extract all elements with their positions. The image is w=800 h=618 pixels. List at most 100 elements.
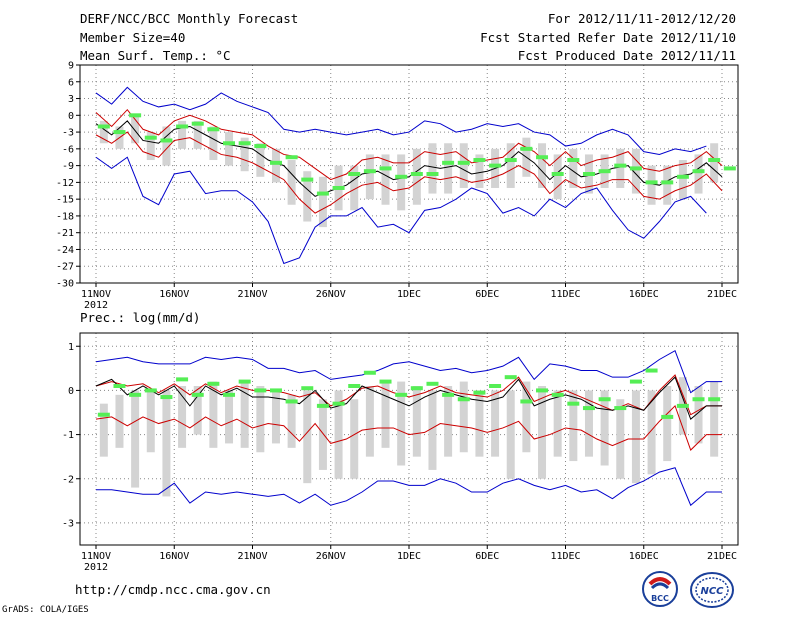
- temp-spread-box-38: [694, 154, 703, 194]
- prec-spread-box-14: [318, 399, 327, 470]
- temp-xtick-label-5: 6DEC: [475, 289, 499, 300]
- prec-spread-box-18: [381, 381, 390, 448]
- temp-median-mark-8: [223, 141, 236, 146]
- prec-ytick-label-0: 1: [68, 342, 74, 353]
- temp-median-mark-19: [395, 174, 408, 179]
- prec-line-max: [95, 349, 722, 394]
- temp-median-mark-9: [238, 141, 251, 146]
- prec-spread-box-31: [584, 390, 593, 457]
- prec-median-mark-23: [457, 397, 470, 402]
- ncc-logo: NCC: [688, 570, 736, 614]
- temp-spread-box-16: [350, 165, 359, 211]
- member-size: Member Size=40: [80, 30, 186, 45]
- temp-spread-box-18: [381, 154, 390, 205]
- prec-median-mark-31: [582, 406, 595, 411]
- prec-spread-box-29: [553, 390, 562, 457]
- prec-line-meanminus-sigma: [95, 404, 722, 451]
- prec-spread-box-3: [146, 390, 155, 453]
- temp-spread-box-4: [162, 126, 171, 166]
- temp-spread-box-28: [538, 143, 547, 188]
- temp-spread-box-3: [146, 132, 155, 161]
- temp-spread-box-10: [256, 143, 265, 177]
- temp-xtick-label-7: 16DEC: [629, 289, 659, 300]
- prec-median-mark-25: [489, 384, 502, 388]
- temp-median-mark-34: [629, 166, 642, 171]
- temp-ytick-label-10: -21: [56, 228, 74, 239]
- temp-median-mark-39: [708, 158, 721, 163]
- prec-median-mark-37: [676, 403, 689, 408]
- temp-line-max: [95, 86, 707, 155]
- temp-spread-box-34: [631, 148, 640, 194]
- prec-spread-box-28: [538, 386, 547, 479]
- temp-median-mark-16: [348, 172, 361, 176]
- temp-ytick-label-2: 3: [68, 94, 74, 105]
- temp-median-mark-37: [676, 174, 689, 179]
- temp-spread-box-6: [193, 120, 202, 149]
- prec-xtick-label-2: 21NOV: [237, 551, 267, 562]
- prec-median-mark-22: [442, 392, 455, 397]
- temp-median-mark-28: [536, 155, 549, 160]
- prec-median-mark-30: [567, 401, 580, 406]
- temp-ytick-label-8: -15: [56, 195, 74, 206]
- temp-ytick-label-4: -3: [62, 128, 74, 139]
- temp-xtick-label-2: 21NOV: [237, 289, 267, 300]
- temp-median-mark-12: [285, 155, 298, 160]
- temp-median-mark-20: [410, 172, 423, 176]
- temp-median-mark-5: [176, 124, 189, 129]
- prec-spread-box-11: [271, 390, 280, 444]
- temp-spread-box-39: [710, 143, 719, 183]
- prec-median-mark-10: [254, 388, 267, 393]
- prec-spread-box-13: [303, 390, 312, 484]
- prec-median-mark-11: [269, 388, 282, 393]
- prec-xtick-sublabel-0: 2012: [84, 562, 108, 573]
- temp-spread-box-33: [616, 148, 625, 188]
- prec-median-mark-19: [395, 392, 408, 397]
- temp-xtick-sublabel-0: 2012: [84, 300, 108, 311]
- prec-median-mark-2: [129, 392, 142, 397]
- produced-date: Fcst Produced Date 2012/11/11: [517, 48, 736, 63]
- temp-median-mark-15: [332, 185, 345, 190]
- prec-median-mark-33: [614, 406, 627, 411]
- prec-median-mark-24: [473, 390, 486, 395]
- prec-median-mark-6: [191, 392, 204, 397]
- prec-spread-box-16: [350, 399, 359, 479]
- prec-xtick-label-3: 26NOV: [316, 551, 346, 562]
- temp-median-mark-33: [614, 163, 627, 168]
- prec-median-mark-29: [551, 392, 564, 397]
- temp-median-mark-25: [489, 163, 502, 168]
- prec-spread-box-36: [663, 386, 672, 462]
- bcc-logo: BCC: [640, 570, 680, 614]
- temp-plot-frame: [79, 64, 739, 284]
- prec-median-mark-32: [598, 397, 611, 402]
- temp-spread-box-9: [240, 137, 249, 172]
- temp-median-mark-31: [582, 172, 595, 176]
- prec-spread-box-4: [162, 390, 171, 497]
- temp-median-mark-17: [363, 169, 376, 174]
- temp-spread-box-29: [553, 154, 562, 200]
- temp-spread-box-13: [303, 171, 312, 222]
- temp-median-mark-23: [457, 160, 470, 165]
- prec-median-mark-4: [160, 395, 173, 400]
- prec-median-mark-9: [238, 379, 251, 384]
- prec-xtick-label-4: 1DEC: [397, 551, 421, 562]
- temp-median-mark-29: [551, 172, 564, 176]
- temp-spread-box-5: [178, 120, 187, 149]
- temp-spread-box-22: [444, 143, 453, 194]
- prec-spread-box-39: [710, 381, 719, 457]
- temp-ytick-label-0: 9: [68, 61, 74, 72]
- prec-ytick-label-4: -3: [62, 518, 74, 529]
- prec-spread-box-7: [209, 381, 218, 448]
- prec-line-meanplussigma: [95, 374, 722, 416]
- temp-line-meanplussigma: [95, 108, 723, 181]
- prec-xtick-label-6: 11DEC: [550, 551, 580, 562]
- source-url[interactable]: http://cmdp.ncc.cma.gov.cn: [75, 582, 271, 597]
- temp-spread-box-2: [131, 115, 140, 144]
- prec-spread-box-25: [491, 390, 500, 457]
- temp-median-mark-6: [191, 121, 204, 126]
- forecast-period: For 2012/11/11-2012/12/20: [547, 11, 736, 26]
- temp-median-mark-14: [316, 191, 329, 196]
- prec-median-mark-8: [223, 392, 236, 397]
- prec-xtick-label-8: 21DEC: [707, 551, 737, 562]
- prec-xtick-label-7: 16DEC: [629, 551, 659, 562]
- temp-spread-box-35: [647, 165, 656, 205]
